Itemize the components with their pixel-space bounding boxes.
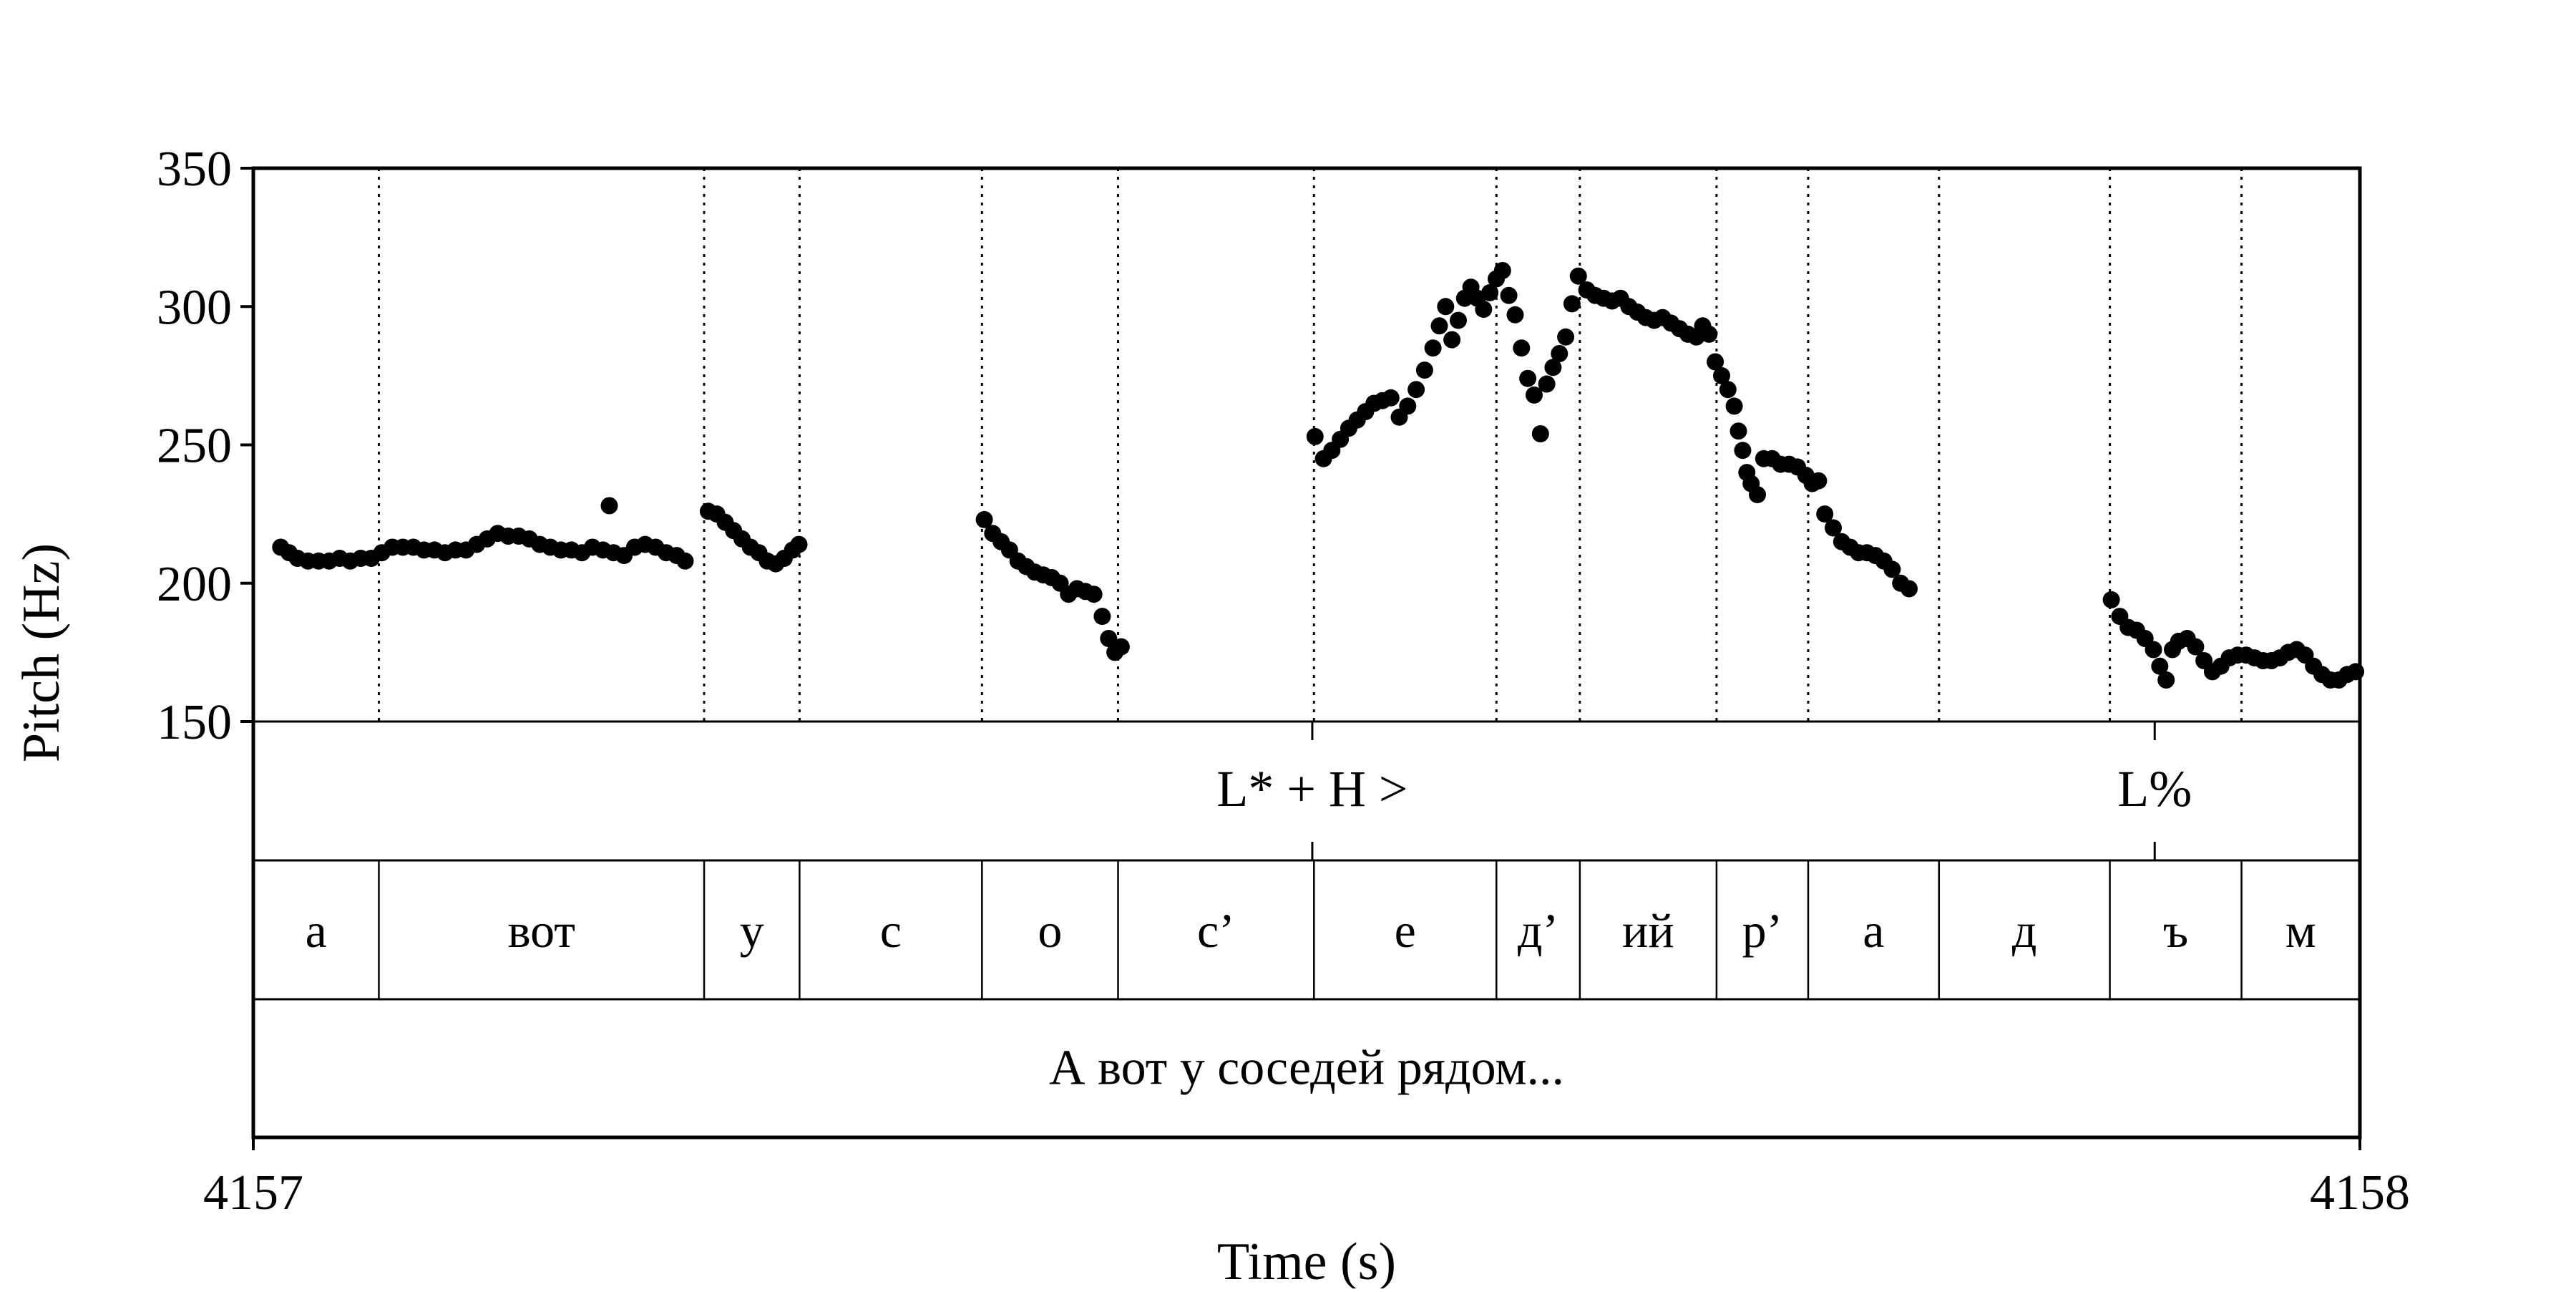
segment-label: у [740,903,764,958]
pitch-point [1725,397,1743,415]
pitch-point [1493,262,1511,279]
pitch-point [1531,425,1549,442]
tone-label: L% [2117,760,2192,817]
pitch-point [1707,353,1724,371]
pitch-points [272,262,2365,689]
pitch-point [975,510,993,528]
tone-label: L* + H > [1216,760,1407,817]
pitch-point [1713,366,1730,384]
pitch-point [1430,317,1448,335]
pitch-point [2151,657,2169,675]
segment-label: е [1395,903,1416,958]
y-tick-label: 250 [157,419,232,474]
pitch-point [1700,325,1718,343]
pitch-point [1506,306,1524,324]
segment-label: вот [508,903,575,958]
pitch-point [676,552,694,570]
x-tick-label: 4158 [2310,1165,2410,1220]
y-tick-label: 200 [157,557,232,612]
annotation-tiers: L* + H > L% а вот у с о с’ е д’ ий р’ а д ъ м А вот у со… [253,720,2360,1096]
pitch-point [1538,375,1556,393]
pitch-point [1415,361,1433,379]
pitch-point [1563,295,1581,313]
pitch-point [2102,591,2120,608]
segment-label: д’ [1518,903,1558,958]
pitch-point [1519,369,1537,387]
pitch-point [1500,286,1518,304]
y-tick-label: 350 [157,142,232,197]
pitch-point [1569,267,1587,285]
pitch-point [1085,586,1103,603]
segment-label: м [2285,903,2316,958]
segment-label: о [1038,903,1062,958]
boundary-dotted-lines [377,168,2243,722]
pitch-point [600,497,618,515]
pitch-point [2187,638,2205,656]
x-tick-label: 4157 [203,1165,303,1220]
pitch-point [1825,519,1842,537]
utterance-label: А вот у соседей рядом... [1049,1041,1564,1096]
pitch-point [790,535,808,553]
pitch-point [1112,638,1130,656]
pitch-point [2157,671,2175,689]
pitch-point [1901,580,1918,598]
x-axis-label: Time (s) [1217,1233,1396,1288]
pitch-point [1407,381,1425,399]
pitch-point [1544,359,1562,377]
segment-label: а [306,903,327,958]
pitch-point [1481,283,1499,301]
pitch-point [1424,339,1442,357]
pitch-point [1729,422,1747,440]
segment-label: а [1863,903,1884,958]
pitch-point [1526,386,1543,404]
x-axis: 4157 4158 [203,1137,2410,1220]
pitch-point [1816,505,1834,523]
pitch-point [1719,381,1737,399]
segment-label: с [880,903,902,958]
segment-label: д [2012,903,2037,958]
segment-label: р’ [1742,903,1783,958]
pitch-point [1749,486,1766,504]
pitch-point [1382,389,1400,407]
y-tick-label: 300 [157,280,232,335]
segment-label: ий [1622,903,1674,958]
segment-label: с’ [1197,903,1235,958]
segment-label: ъ [2163,903,2188,958]
pitch-point [1883,560,1901,578]
y-axis: 150 200 250 300 350 [157,142,253,750]
y-axis-label: Pitch (Hz) [12,543,71,762]
pitch-point [1100,630,1118,647]
pitch-point [1557,328,1575,346]
pitch-point [1734,442,1752,460]
pitch-point [1513,339,1531,357]
pitch-point [1437,298,1455,316]
plot-frame [251,166,2362,1140]
pitch-point [1443,331,1461,349]
pitch-point [1810,472,1828,490]
y-tick-label: 150 [157,695,232,750]
pitch-point [1093,608,1111,626]
pitch-point [2145,641,2162,659]
pitch-point [1551,345,1568,362]
pitch-point [1450,311,1467,329]
pitch-point [1399,397,1417,415]
pitch-point [1475,301,1493,319]
